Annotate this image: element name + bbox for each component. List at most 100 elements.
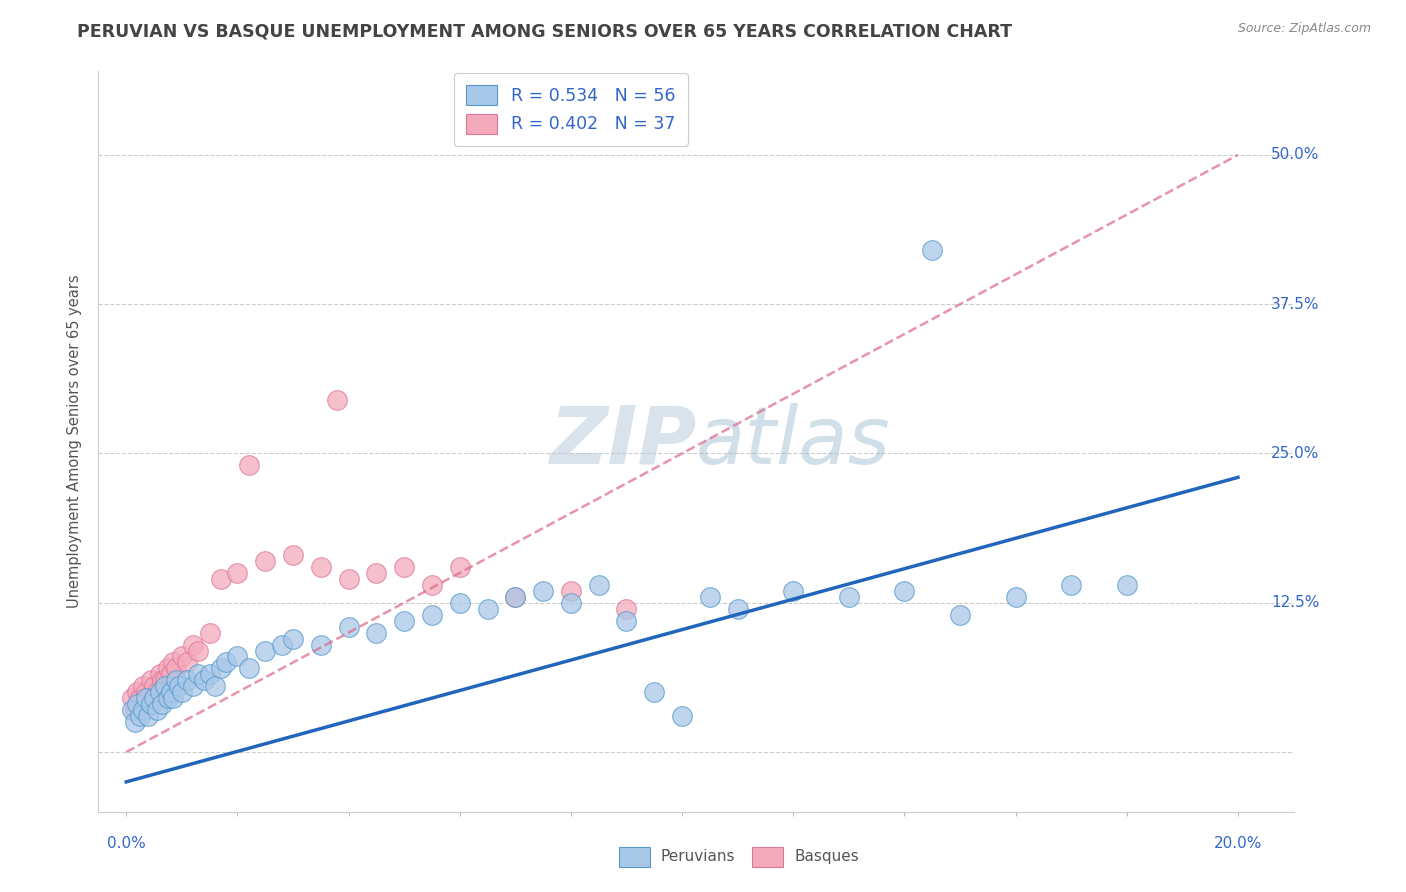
Point xyxy=(124,715,146,730)
Point xyxy=(921,244,943,258)
Point xyxy=(187,643,209,657)
Point xyxy=(141,673,163,688)
Point xyxy=(560,596,582,610)
Point xyxy=(238,458,260,473)
Point xyxy=(727,601,749,615)
Text: 25.0%: 25.0% xyxy=(1271,446,1320,461)
Point xyxy=(143,691,166,706)
Point xyxy=(281,548,304,562)
Point xyxy=(138,691,160,706)
Point xyxy=(176,673,198,688)
Point xyxy=(366,625,388,640)
Text: 37.5%: 37.5% xyxy=(1271,297,1320,311)
Point xyxy=(165,661,187,675)
Point xyxy=(121,703,143,717)
Point xyxy=(1004,590,1026,604)
Point xyxy=(1060,578,1083,592)
Point xyxy=(215,656,238,670)
Point xyxy=(129,691,152,706)
Point xyxy=(146,685,169,699)
Text: PERUVIAN VS BASQUE UNEMPLOYMENT AMONG SENIORS OVER 65 YEARS CORRELATION CHART: PERUVIAN VS BASQUE UNEMPLOYMENT AMONG SE… xyxy=(77,22,1012,40)
Legend: R = 0.534   N = 56, R = 0.402   N = 37: R = 0.534 N = 56, R = 0.402 N = 37 xyxy=(454,72,688,145)
Point xyxy=(162,691,184,706)
Point xyxy=(366,566,388,580)
Point xyxy=(477,601,499,615)
Point xyxy=(159,667,181,681)
Text: ZIP: ZIP xyxy=(548,402,696,481)
Point xyxy=(124,703,146,717)
Point xyxy=(449,560,471,574)
Point xyxy=(420,607,443,622)
Point xyxy=(150,698,173,712)
Point xyxy=(671,709,693,723)
Text: Peruvians: Peruvians xyxy=(661,849,735,863)
Point xyxy=(170,685,193,699)
Point xyxy=(309,560,332,574)
Point xyxy=(135,685,157,699)
Point xyxy=(146,703,169,717)
Point xyxy=(167,679,190,693)
Point xyxy=(132,679,155,693)
Text: atlas: atlas xyxy=(696,402,891,481)
Text: Source: ZipAtlas.com: Source: ZipAtlas.com xyxy=(1237,22,1371,36)
Point xyxy=(121,691,143,706)
Point xyxy=(138,709,160,723)
Point xyxy=(181,679,204,693)
Point xyxy=(156,691,179,706)
Point xyxy=(337,620,360,634)
Point xyxy=(176,656,198,670)
Point xyxy=(141,698,163,712)
Point xyxy=(238,661,260,675)
Point xyxy=(198,667,221,681)
Point xyxy=(135,691,157,706)
Point xyxy=(699,590,721,604)
Point xyxy=(143,679,166,693)
Point xyxy=(209,661,232,675)
Text: 12.5%: 12.5% xyxy=(1271,595,1320,610)
Point xyxy=(254,643,277,657)
Point xyxy=(505,590,527,604)
Text: Basques: Basques xyxy=(794,849,859,863)
Point xyxy=(782,583,804,598)
Point xyxy=(643,685,665,699)
Point xyxy=(153,673,176,688)
Point xyxy=(309,638,332,652)
Point xyxy=(616,614,638,628)
Point xyxy=(159,685,181,699)
Point xyxy=(162,656,184,670)
Point xyxy=(129,709,152,723)
Point xyxy=(181,638,204,652)
Text: 50.0%: 50.0% xyxy=(1271,147,1320,162)
Point xyxy=(420,578,443,592)
Point xyxy=(270,638,292,652)
Point xyxy=(204,679,226,693)
Point xyxy=(531,583,554,598)
Point xyxy=(838,590,860,604)
Point xyxy=(132,703,155,717)
Point xyxy=(226,649,249,664)
Point xyxy=(392,560,415,574)
Point xyxy=(1115,578,1137,592)
Y-axis label: Unemployment Among Seniors over 65 years: Unemployment Among Seniors over 65 years xyxy=(67,275,83,608)
Point xyxy=(148,667,170,681)
Point xyxy=(588,578,610,592)
Point xyxy=(449,596,471,610)
Point xyxy=(226,566,249,580)
Point xyxy=(505,590,527,604)
Text: 20.0%: 20.0% xyxy=(1213,836,1263,851)
Point xyxy=(127,698,149,712)
Point xyxy=(337,572,360,586)
Point xyxy=(893,583,915,598)
Point xyxy=(170,649,193,664)
Point xyxy=(326,392,349,407)
Point xyxy=(156,661,179,675)
Point xyxy=(150,673,173,688)
Point xyxy=(209,572,232,586)
Point xyxy=(254,554,277,568)
Point xyxy=(127,685,149,699)
Point xyxy=(392,614,415,628)
Point xyxy=(616,601,638,615)
Point xyxy=(560,583,582,598)
Text: 0.0%: 0.0% xyxy=(107,836,146,851)
Point xyxy=(148,685,170,699)
